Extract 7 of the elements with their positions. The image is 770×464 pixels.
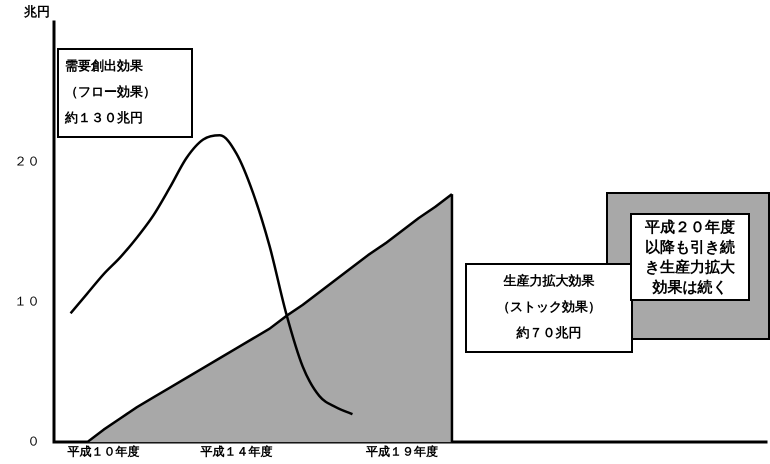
x-tick-label: 平成１４年度 [199, 444, 272, 459]
x-tick-label: 平成１０年度 [66, 444, 140, 459]
y-tick-label: ０ [27, 434, 40, 450]
y-tick-label: １０ [14, 294, 40, 310]
y-axis-title: 兆円 [23, 4, 50, 20]
y-tick-label: ２０ [14, 154, 40, 170]
x-tick-label: 平成１９年度 [365, 444, 438, 459]
